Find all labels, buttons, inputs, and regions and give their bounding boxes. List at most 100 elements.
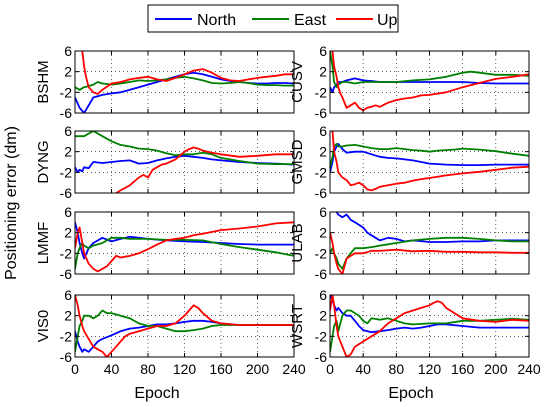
x-tick-label: 160: [209, 361, 233, 377]
y-tick-label: -2: [315, 328, 328, 344]
station-label: WSRT: [289, 304, 306, 348]
y-tick-label: -2: [315, 245, 328, 261]
x-tick-label: 160: [451, 361, 475, 377]
y-tick-label: -6: [315, 349, 328, 365]
series-line-north: [330, 295, 529, 334]
legend-label-east: East: [294, 12, 327, 29]
series-line-east: [330, 236, 529, 270]
panel-cusv: -6 -2 2 6 CUSV: [289, 43, 530, 121]
x-axis-label-right: Epoch: [388, 385, 433, 402]
y-tick-label: -6: [315, 266, 328, 282]
y-tick-label: 2: [319, 225, 327, 241]
x-tick-label: 0: [326, 361, 334, 377]
y-tick-label: 6: [319, 204, 327, 220]
y-tick-label: 2: [64, 64, 72, 80]
series-group: [75, 131, 294, 193]
panel-bshm: -6 -2 2 6 BSHM: [35, 43, 295, 121]
legend-label-north: North: [197, 12, 236, 29]
legend: North East Up: [147, 4, 399, 33]
x-axis-label-left: Epoch: [134, 385, 179, 402]
y-tick-label: -2: [315, 164, 328, 180]
y-tick-label: -2: [60, 84, 73, 100]
series-line-up: [75, 221, 294, 273]
station-label: GMSD: [289, 139, 306, 184]
y-tick-label: -6: [60, 349, 73, 365]
y-tick-label: 6: [64, 287, 72, 303]
plot-area: [75, 51, 294, 113]
y-tick-label: 2: [319, 144, 327, 160]
series-group: [330, 131, 529, 192]
y-tick-label: 6: [64, 123, 72, 139]
panels: -6 -2 2 6 BSHM -6 -2 2 6 CUSV -6 -2 2 6 DYNG -6 -2 2 6 GMSD…: [35, 43, 541, 377]
y-tick-label: 2: [64, 144, 72, 160]
x-tick-label: 40: [355, 361, 371, 377]
x-tick-label: 240: [517, 361, 541, 377]
series-line-up: [330, 295, 529, 357]
y-tick-label: 6: [319, 43, 327, 59]
series-line-up: [330, 232, 529, 274]
station-label: ULAB: [289, 223, 306, 262]
y-tick-label: -6: [60, 185, 73, 201]
plot-area: [75, 295, 294, 357]
x-tick-label: 80: [140, 361, 156, 377]
series-line-up: [331, 131, 529, 192]
series-line-north: [75, 222, 294, 260]
series-group: [330, 51, 529, 112]
series-group: [75, 221, 294, 273]
panel-lmmf: -6 -2 2 6 LMMF: [35, 204, 295, 282]
panel-gmsd: -6 -2 2 6 GMSD: [289, 123, 530, 201]
panel-wsrt: -6 -2 2 6 0 40 80 120 160 200 240 WSRT: [289, 287, 541, 377]
series-line-east: [75, 131, 294, 166]
series-line-north: [335, 212, 529, 243]
y-tick-label: 6: [319, 123, 327, 139]
legend-label-up: Up: [377, 12, 398, 29]
series-line-east: [330, 142, 529, 168]
series-group: [75, 295, 294, 357]
station-label: LMMF: [35, 222, 52, 265]
y-tick-label: -6: [60, 105, 73, 121]
y-tick-label: -2: [60, 245, 73, 261]
station-label: BSHM: [35, 60, 52, 103]
plot-area: [330, 131, 529, 193]
x-tick-label: 200: [246, 361, 270, 377]
y-tick-label: -2: [315, 84, 328, 100]
station-label: DYNG: [35, 140, 52, 183]
series-group: [330, 212, 529, 274]
y-tick-label: -2: [60, 328, 73, 344]
series-group: [75, 51, 294, 113]
x-tick-label: 40: [104, 361, 120, 377]
y-tick-label: 6: [64, 43, 72, 59]
series-group: [330, 295, 529, 357]
station-label: CUSV: [289, 61, 306, 103]
y-tick-label: 2: [319, 308, 327, 324]
y-tick-label: 6: [64, 204, 72, 220]
plot-area: [330, 212, 529, 274]
series-line-up: [115, 146, 294, 193]
y-tick-label: -6: [315, 185, 328, 201]
y-tick-label: 2: [64, 308, 72, 324]
panel-dyng: -6 -2 2 6 DYNG: [35, 123, 295, 201]
y-axis-label: Positioning error (dm): [3, 126, 20, 280]
x-tick-label: 120: [418, 361, 442, 377]
y-tick-label: -6: [315, 105, 328, 121]
series-line-up: [75, 295, 294, 357]
panel-vis0: -6 -2 2 6 0 40 80 120 160 200 240 VIS0: [35, 287, 306, 377]
series-line-north: [75, 154, 294, 174]
y-tick-label: -6: [60, 266, 73, 282]
x-tick-label: 0: [71, 361, 79, 377]
x-tick-label: 120: [173, 361, 197, 377]
x-tick-label: 80: [389, 361, 405, 377]
series-line-east: [330, 51, 529, 89]
series-line-up: [331, 51, 529, 112]
y-tick-label: -2: [60, 164, 73, 180]
y-tick-label: 2: [319, 64, 327, 80]
series-line-up: [81, 51, 294, 95]
series-line-east: [75, 309, 294, 352]
x-tick-label: 200: [484, 361, 508, 377]
panel-ulab: -6 -2 2 6 ULAB: [289, 204, 530, 282]
y-tick-label: 6: [319, 287, 327, 303]
plot-area: [75, 212, 294, 274]
station-label: VIS0: [35, 310, 52, 343]
x-tick-label: 240: [282, 361, 306, 377]
